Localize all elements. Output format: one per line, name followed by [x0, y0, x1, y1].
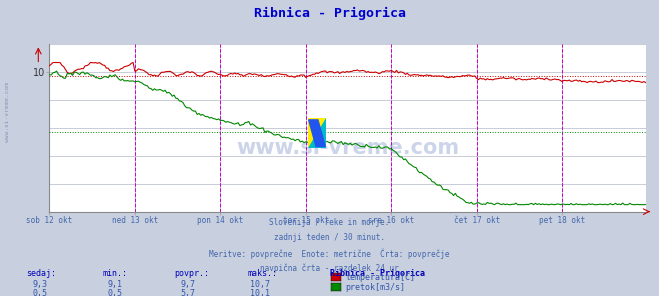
Text: 10,1: 10,1 — [250, 289, 270, 296]
Text: 9,7: 9,7 — [181, 280, 195, 289]
Text: povpr.:: povpr.: — [175, 269, 210, 278]
Text: sedaj:: sedaj: — [26, 269, 57, 278]
Text: maks.:: maks.: — [247, 269, 277, 278]
Text: Ribnica - Prigorica: Ribnica - Prigorica — [330, 269, 424, 278]
Text: 0,5: 0,5 — [32, 289, 47, 296]
Polygon shape — [308, 120, 326, 147]
Text: 10,7: 10,7 — [250, 280, 270, 289]
Text: Ribnica - Prigorica: Ribnica - Prigorica — [254, 7, 405, 20]
Text: www.si-vreme.com: www.si-vreme.com — [5, 83, 11, 142]
Polygon shape — [308, 118, 326, 148]
Text: 9,3: 9,3 — [32, 280, 47, 289]
Text: pretok[m3/s]: pretok[m3/s] — [345, 283, 405, 292]
Text: navpična črta - razdelek 24 ur: navpična črta - razdelek 24 ur — [260, 264, 399, 273]
Text: 5,7: 5,7 — [181, 289, 195, 296]
Text: temperatura[C]: temperatura[C] — [345, 273, 415, 282]
Text: min.:: min.: — [102, 269, 127, 278]
Text: www.si-vreme.com: www.si-vreme.com — [236, 138, 459, 158]
Text: 0,5: 0,5 — [108, 289, 123, 296]
Text: zadnji teden / 30 minut.: zadnji teden / 30 minut. — [274, 233, 385, 242]
Polygon shape — [308, 118, 326, 148]
Text: Slovenija / reke in morje.: Slovenija / reke in morje. — [270, 218, 389, 226]
Text: 9,1: 9,1 — [108, 280, 123, 289]
Text: Meritve: povprečne  Enote: metrične  Črta: povprečje: Meritve: povprečne Enote: metrične Črta:… — [210, 248, 449, 259]
